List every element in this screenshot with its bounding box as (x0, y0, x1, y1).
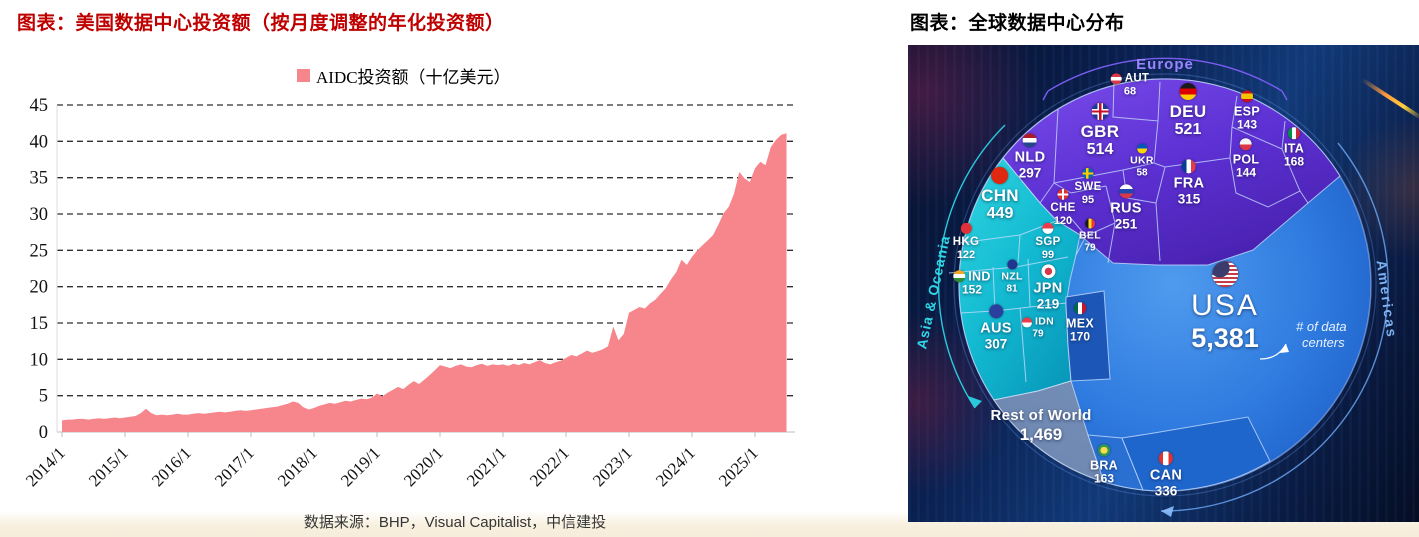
y-tick-label: 40 (30, 132, 49, 152)
region-europe (1002, 78, 1341, 266)
y-tick-label: 0 (39, 423, 48, 443)
x-tick-label: 2019/1 (337, 443, 384, 490)
europe-arc (1047, 57, 1283, 92)
outer-ring (953, 73, 1377, 497)
y-tick-label: 10 (30, 350, 49, 370)
data-source-note: 数据来源：BHP，Visual Capitalist，中信建投 (303, 514, 607, 531)
left-chart-title: 图表：美国数据中心投资额（按月度调整的年化投资额） (17, 13, 505, 34)
y-tick-label: 15 (30, 314, 49, 334)
x-tick-label: 2025/1 (715, 443, 762, 490)
cell-mex (1065, 290, 1111, 382)
x-tick-label: 2023/1 (589, 443, 636, 490)
y-tick-label: 25 (30, 241, 49, 261)
asia-arc-arrow (968, 396, 982, 408)
y-tick-label: 5 (39, 387, 48, 407)
x-tick-label: 2022/1 (526, 443, 573, 490)
area-series-aidc (62, 133, 787, 433)
legend-label: AIDC投资额（十亿美元） (316, 68, 511, 87)
cell-can (1121, 416, 1271, 492)
region-label-europe: Europe (1136, 56, 1194, 73)
area-chart: 0 5 10 15 20 25 30 35 40 45 2014/1 2015/1 2016/1 2017… (22, 96, 795, 490)
x-tick-label: 2016/1 (148, 443, 195, 490)
europe-arc-ticks (1042, 90, 1288, 101)
asia-arc (937, 124, 1006, 409)
region-label-americas: Americas (1374, 259, 1401, 340)
left-chart-legend: AIDC投资额（十亿美元） (297, 63, 511, 88)
y-tick-label: 35 (30, 169, 49, 189)
x-tick-label: 2020/1 (400, 443, 447, 490)
x-tick-label: 2017/1 (211, 443, 258, 490)
y-tick-label: 20 (30, 278, 49, 298)
x-tick-label: 2024/1 (652, 443, 699, 490)
annotation-line2: centers (1302, 335, 1345, 350)
right-chart-title: 图表：全球数据中心分布 (910, 13, 1125, 34)
x-tick-label: 2018/1 (274, 443, 321, 490)
americas-arc-arrow (1161, 506, 1174, 517)
region-label-asia-oceania: Asia & Oceania (913, 234, 953, 351)
y-tick-label: 30 (30, 205, 49, 225)
treemap-svg: Europe Asia & Oceania Americas # of datacen… (913, 56, 1401, 517)
treemap-panel: Europe Asia & Oceania Americas # of data cen… (908, 45, 1419, 522)
x-tick-label: 2015/1 (85, 443, 132, 490)
y-tick-label: 45 (30, 96, 49, 116)
cell-borders (948, 79, 1309, 383)
legend-swatch-icon (297, 69, 310, 82)
x-tick-label: 2021/1 (463, 443, 510, 490)
americas-arc (1160, 142, 1389, 512)
annotation-line1: # of data (1296, 319, 1347, 334)
annotation-arrow-head (1280, 344, 1289, 353)
x-tick-label: 2014/1 (22, 443, 69, 490)
